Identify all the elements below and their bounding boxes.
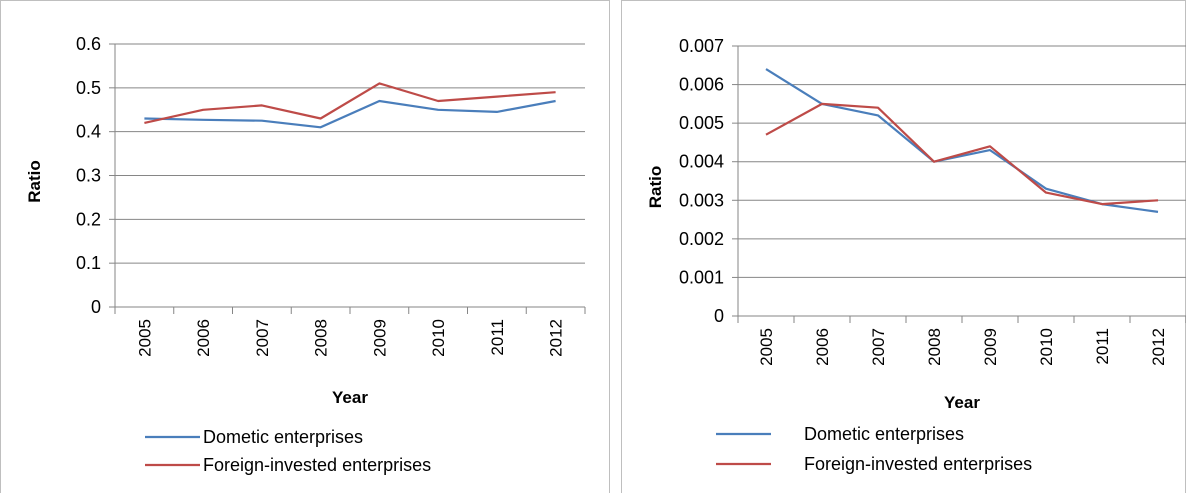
y-tick-label: 0.3 (76, 166, 101, 186)
y-tick-label: 0.4 (76, 122, 101, 142)
series-line-0 (144, 99, 556, 129)
chart-svg-right: 0 0.001 0.002 0.003 0.004 0.005 0.006 0.007 2005… (646, 36, 1186, 474)
x-tick-label: 2012 (1149, 328, 1168, 366)
y-tick-label: 0.6 (76, 34, 101, 54)
x-tick-label: 2012 (547, 319, 566, 357)
y-axis-title: Ratio (25, 160, 44, 203)
x-tick-label: 2008 (925, 328, 944, 366)
frame-left (0, 0, 1, 493)
series-line-0 (765, 68, 1159, 213)
x-axis-title: Year (332, 388, 368, 407)
series-line-1 (765, 102, 1159, 206)
frame-top (621, 0, 1186, 1)
legend-label-0: Dometic enterprises (804, 424, 964, 444)
x-tick-label: 2008 (312, 319, 331, 357)
x-tick-label: 2006 (194, 319, 213, 357)
x-tick-label: 2010 (1037, 328, 1056, 366)
frame-right (609, 0, 610, 493)
y-tick-label: 0.003 (679, 190, 724, 210)
y-tick-label: 0.005 (679, 113, 724, 133)
y-axis-title: Ratio (646, 166, 665, 209)
series-line-1 (144, 82, 556, 124)
x-tick-label: 2005 (135, 319, 154, 357)
chart-panel-right: 0 0.001 0.002 0.003 0.004 0.005 0.006 0.007 2005… (621, 0, 1186, 493)
y-tick-label: 0 (714, 306, 724, 326)
x-tick-label: 2007 (869, 328, 888, 366)
x-tick-label: 2009 (981, 328, 1000, 366)
legend-label-1: Foreign-invested enterprises (804, 454, 1032, 474)
y-tick-label: 0.5 (76, 78, 101, 98)
y-tick-label: 0.002 (679, 229, 724, 249)
chart-panel-left: 0 0.1 0.2 0.3 0.4 0.5 0.6 2005 2006 2007 2008 2009 2… (0, 0, 610, 493)
y-tick-label: 0 (91, 297, 101, 317)
y-tick-label: 0.001 (679, 267, 724, 287)
x-axis-title: Year (944, 393, 980, 412)
y-tick-label: 0.006 (679, 75, 724, 95)
y-tick-label: 0.2 (76, 209, 101, 229)
frame-top (0, 0, 610, 1)
x-tick-label: 2011 (488, 319, 507, 356)
x-tick-label: 2009 (370, 319, 389, 357)
x-tick-label: 2007 (253, 319, 272, 357)
legend-label-0: Dometic enterprises (203, 427, 363, 447)
x-tick-label: 2005 (757, 328, 776, 366)
y-tick-label: 0.1 (76, 253, 101, 273)
y-tick-label: 0.004 (679, 152, 724, 172)
x-tick-label: 2006 (813, 328, 832, 366)
x-tick-label: 2010 (429, 319, 448, 357)
y-tick-label: 0.007 (679, 36, 724, 56)
frame-left (621, 0, 622, 493)
x-tick-label: 2011 (1093, 328, 1112, 365)
chart-svg-left: 0 0.1 0.2 0.3 0.4 0.5 0.6 2005 2006 2007 2008 2009 2… (25, 34, 586, 475)
legend-label-1: Foreign-invested enterprises (203, 455, 431, 475)
